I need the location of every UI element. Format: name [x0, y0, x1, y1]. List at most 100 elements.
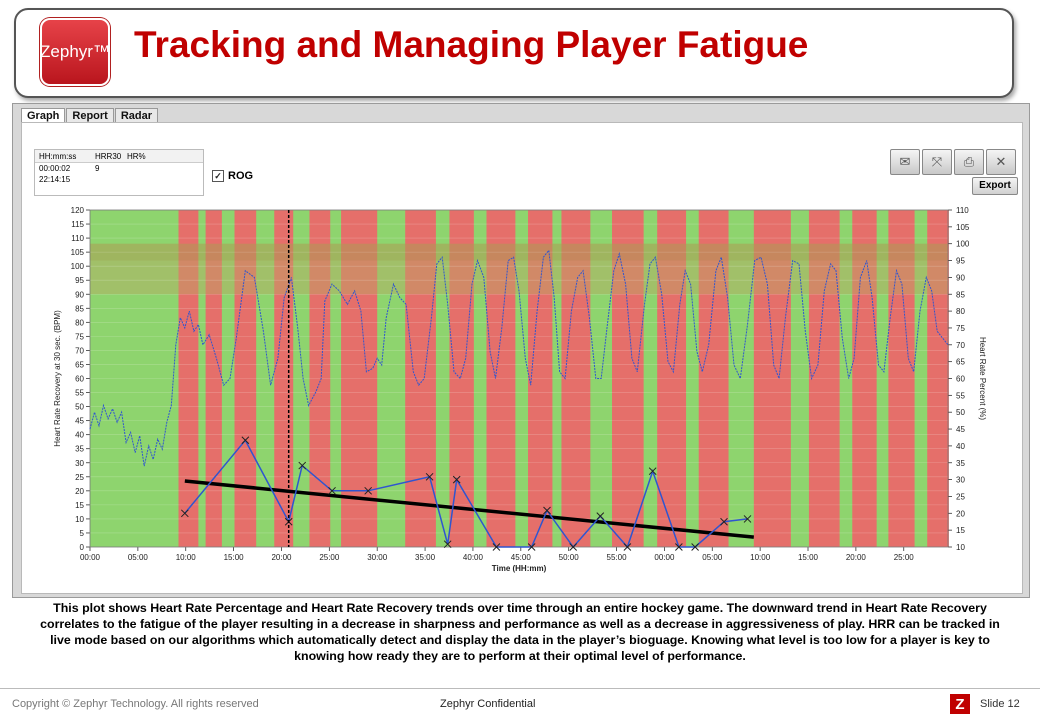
email-button[interactable]: ✉ [890, 149, 920, 175]
hr-band-mid [90, 260, 948, 295]
y-left-tick-label: 70 [75, 346, 84, 355]
y-left-tick-label: 60 [75, 375, 84, 384]
x-axis-label: Time (HH:mm) [492, 564, 547, 573]
rog-checkbox[interactable]: ✓ [212, 170, 224, 182]
y-left-axis-label: Heart Rate Recovery at 30 sec. (BPM) [53, 310, 62, 447]
red-shift-zone [561, 210, 591, 547]
logo-text: Zephyr™ [40, 42, 110, 61]
x-tick-label: 35:00 [415, 553, 436, 562]
readout-table: HH:mm:ss HRR30 HR% 00:00:02 9 22:14:15 [34, 149, 204, 196]
rog-toggle[interactable]: ✓ ROG [212, 170, 253, 182]
hrr-trendline [184, 479, 754, 539]
hrr-point [298, 461, 307, 470]
y-left-tick-label: 45 [75, 417, 84, 426]
y-right-tick-label: 25 [956, 492, 965, 501]
y-left-tick-label: 25 [75, 473, 84, 482]
hrr-point [596, 512, 605, 520]
tab-radar[interactable]: Radar [114, 108, 159, 124]
x-tick-label: 05:00 [702, 553, 723, 562]
hrr-point [241, 436, 250, 445]
y-right-tick-label: 40 [956, 442, 965, 451]
y-right-tick-label: 65 [956, 358, 965, 367]
hrr-point [691, 543, 699, 551]
red-shift-zone [178, 210, 199, 547]
hr-percent-series-line [89, 249, 949, 467]
fit-view-button[interactable]: ⤧ [922, 149, 952, 175]
slide-number: Slide 12 [980, 698, 1020, 710]
email-icon: ✉ [899, 154, 911, 169]
y-left-tick-label: 115 [71, 220, 84, 229]
y-right-tick-label: 55 [956, 391, 965, 400]
red-shift-zone [234, 210, 257, 547]
y-left-tick-label: 5 [80, 529, 85, 538]
tab-graph[interactable]: Graph [21, 108, 66, 124]
hrr-point [328, 486, 336, 495]
x-tick-label: 00:00 [80, 553, 101, 562]
x-tick-label: 15:00 [798, 553, 819, 562]
y-left-tick-label: 50 [75, 403, 84, 412]
y-left-tick-label: 55 [75, 389, 84, 398]
y-right-tick-label: 70 [956, 341, 965, 350]
x-tick-label: 20:00 [271, 553, 292, 562]
close-button[interactable]: ✕ [986, 149, 1016, 175]
y-left-tick-label: 100 [71, 262, 85, 271]
tab-bar: Graph Report Radar [21, 108, 159, 124]
y-right-tick-label: 10 [956, 543, 965, 552]
y-left-tick-label: 105 [71, 248, 85, 257]
copyright-text: Copyright © Zephyr Technology. All right… [12, 698, 259, 710]
y-left-tick-label: 75 [75, 332, 84, 341]
hr-band-high [90, 243, 948, 261]
hrr-point [492, 543, 501, 551]
y-left-tick-label: 120 [71, 206, 85, 215]
y-left-tick-label: 35 [75, 445, 84, 454]
y-right-tick-label: 105 [956, 223, 970, 232]
x-tick-label: 20:00 [846, 553, 867, 562]
export-button[interactable]: Export [972, 177, 1018, 195]
hrr-point [569, 543, 578, 551]
y-right-tick-label: 60 [956, 375, 965, 384]
y-left-tick-label: 20 [75, 487, 84, 496]
readout-row: 00:00:02 9 [35, 163, 203, 174]
red-shift-zone [888, 210, 915, 547]
y-left-tick-label: 65 [75, 360, 84, 369]
x-tick-label: 15:00 [224, 553, 245, 562]
y-left-tick-label: 80 [75, 318, 84, 327]
hrr-point [364, 486, 373, 495]
x-tick-label: 00:00 [654, 553, 675, 562]
red-shift-zone [698, 210, 729, 547]
red-shift-zone [309, 210, 331, 547]
hrr-point [648, 467, 657, 476]
x-tick-label: 40:00 [463, 553, 484, 562]
red-shift-zone [808, 210, 840, 547]
x-tick-label: 10:00 [176, 553, 197, 562]
y-right-tick-label: 15 [956, 526, 965, 535]
zephyr-logo: Zephyr™ [40, 18, 110, 86]
close-icon: ✕ [995, 154, 1007, 169]
y-left-tick-label: 10 [75, 515, 84, 524]
y-right-tick-label: 35 [956, 459, 965, 468]
confidential-text: Zephyr Confidential [440, 698, 536, 710]
y-right-tick-label: 75 [956, 324, 965, 333]
x-tick-label: 55:00 [607, 553, 628, 562]
hrr-point [452, 475, 461, 484]
hrr-series-line [184, 438, 748, 549]
red-shift-zone [205, 210, 222, 547]
x-tick-label: 25:00 [894, 553, 915, 562]
tab-report[interactable]: Report [66, 108, 114, 124]
green-zone-background [90, 210, 948, 547]
hrr-point [180, 509, 189, 518]
red-shift-zone [405, 210, 436, 547]
fatigue-chart: 0 5 10 15 20 25 30 35 40 45 50 55 60 65 70 75 80 85 90 95 10… [53, 206, 987, 573]
footer-divider [0, 688, 1040, 689]
hrr-point [543, 506, 551, 515]
print-button[interactable]: ⎙ [954, 149, 984, 175]
y-right-tick-label: 30 [956, 476, 965, 485]
print-icon: ⎙ [963, 154, 975, 169]
hrr-point [443, 540, 452, 549]
x-tick-label: 25:00 [319, 553, 340, 562]
title-bar: Zephyr™ Tracking and Managing Player Fat… [14, 8, 1014, 98]
readout-header-cell: HH:mm:ss [39, 151, 77, 161]
hrr-point [720, 517, 728, 526]
x-tick-label: 50:00 [559, 553, 580, 562]
x-tick-label: 05:00 [128, 553, 149, 562]
